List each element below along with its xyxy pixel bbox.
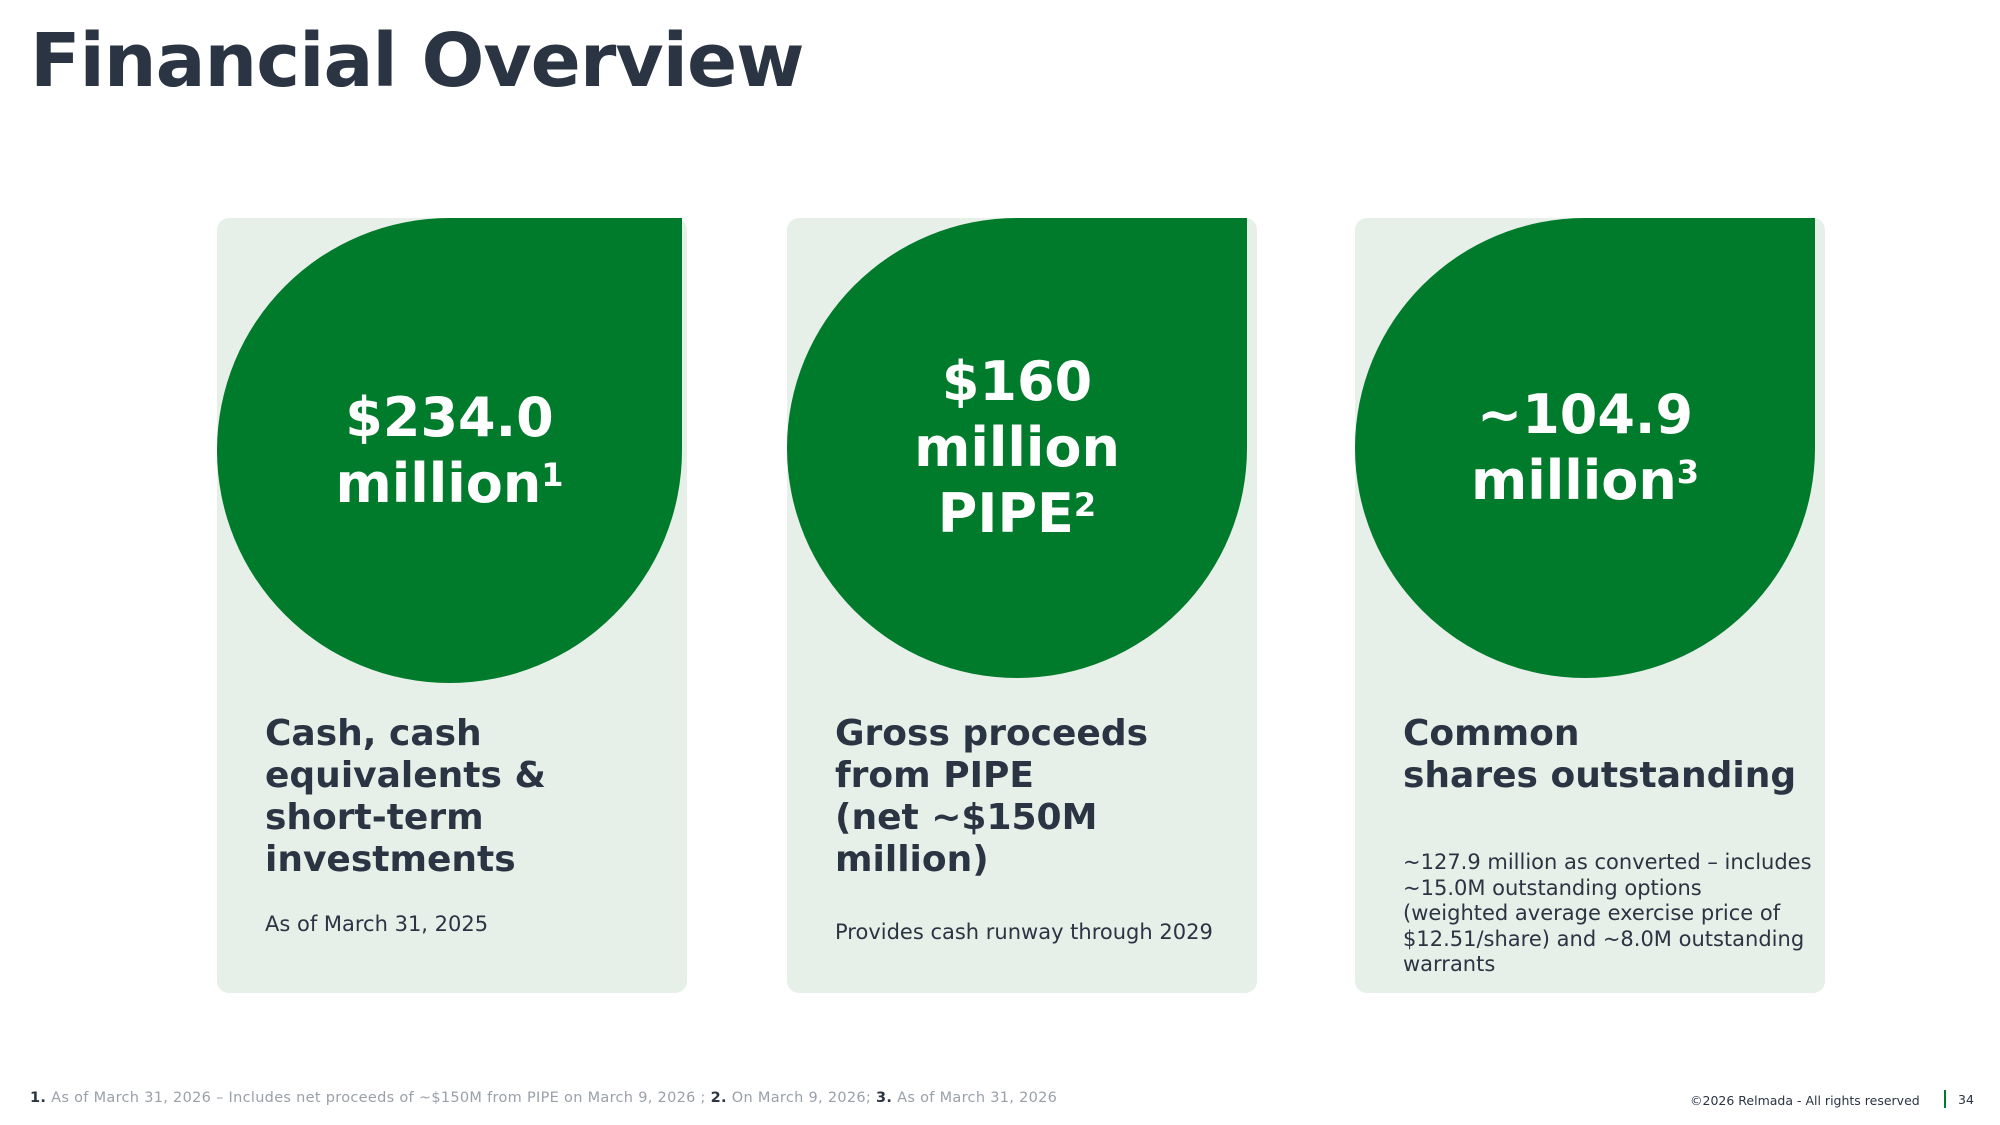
stat-card-pipe: $160 million PIPE2 Gross proceeds from P… [787, 218, 1257, 993]
footnote-marker: 3 [1676, 453, 1700, 491]
heading-line: Gross proceeds [835, 713, 1149, 754]
footnote-text: On March 9, 2026; [726, 1090, 877, 1106]
card-heading: Cash, cash equivalents & short-term inve… [265, 713, 546, 880]
stat-bubble: ~104.9 million3 [1355, 218, 1815, 678]
stat-line: PIPE [937, 482, 1074, 545]
page-number: 34 [1958, 1092, 1974, 1107]
footnote-number: 1. [30, 1090, 47, 1106]
heading-line: Common [1403, 713, 1580, 754]
footer-divider [1944, 1090, 1946, 1108]
card-heading: Gross proceeds from PIPE (net ~$150M mil… [835, 713, 1245, 881]
footnote-number: 2. [710, 1090, 727, 1106]
stat-line: million [1470, 449, 1677, 512]
card-description: Provides cash runway through 2029 [835, 920, 1213, 944]
stat-value: $160 million PIPE2 [914, 349, 1120, 547]
stat-line: $234.0 [345, 385, 554, 449]
heading-line: (net ~$150M million) [835, 797, 1098, 880]
card-description: As of March 31, 2025 [265, 912, 489, 936]
heading-line: from PIPE [835, 755, 1034, 796]
copyright: ©2026 Relmada - All rights reserved [1690, 1093, 1920, 1108]
stat-value: ~104.9 million3 [1471, 382, 1699, 514]
footnote-text: As of March 31, 2026 – Includes net proc… [46, 1090, 711, 1106]
stat-line: $160 [941, 350, 1093, 413]
footnotes: 1. As of March 31, 2026 – Includes net p… [30, 1090, 1057, 1106]
stat-bubble: $160 million PIPE2 [787, 218, 1247, 678]
stat-line: million [914, 416, 1120, 479]
page-title: Financial Overview [30, 18, 804, 104]
stat-card-cash: $234.0 million1 Cash, cash equivalents &… [217, 218, 687, 993]
card-description: ~127.9 million as converted – includes ~… [1403, 850, 1812, 976]
card-heading: Common shares outstanding [1403, 713, 1813, 797]
footnote-number: 3. [876, 1090, 893, 1106]
footnote-text: As of March 31, 2026 [892, 1090, 1058, 1106]
heading-line: shares outstanding [1403, 755, 1797, 796]
stat-line: ~104.9 [1476, 383, 1694, 446]
footnote-marker: 2 [1073, 486, 1097, 524]
stat-bubble: $234.0 million1 [217, 218, 682, 683]
stat-line: million [335, 451, 542, 515]
footnote-marker: 1 [541, 455, 564, 494]
stat-card-shares: ~104.9 million3 Common shares outstandin… [1355, 218, 1825, 993]
stat-value: $234.0 million1 [335, 385, 563, 517]
